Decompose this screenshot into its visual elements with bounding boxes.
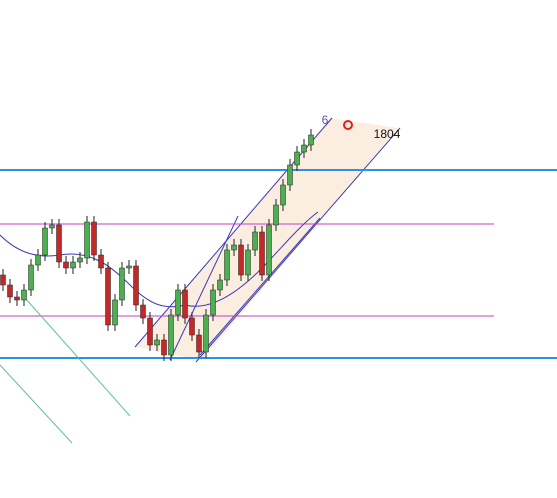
- candle-body: [28, 264, 34, 291]
- candle-body: [140, 304, 146, 319]
- marker: [343, 120, 353, 130]
- candle-body: [259, 231, 265, 276]
- annotation: 1804: [374, 127, 401, 141]
- candle-body: [126, 265, 132, 269]
- candle-body: [63, 261, 69, 269]
- candle-body: [42, 227, 48, 256]
- channel-lower: [195, 127, 401, 363]
- candle-body: [252, 231, 258, 251]
- candle-body: [91, 221, 97, 256]
- candle-body: [35, 254, 41, 266]
- trend-line: [169, 215, 239, 361]
- candle-body: [175, 289, 181, 316]
- candle-body: [77, 257, 83, 263]
- candle-body: [238, 244, 244, 276]
- candle-body: [231, 244, 237, 251]
- fan-line: [0, 364, 73, 444]
- candle-body: [154, 339, 160, 346]
- candle-body: [203, 314, 209, 353]
- candle-body: [217, 279, 223, 291]
- candle-body: [56, 224, 62, 263]
- candle-body: [182, 289, 188, 319]
- candle-body: [168, 314, 174, 356]
- candle-body: [49, 224, 55, 229]
- candle-body: [119, 267, 125, 301]
- candle-body: [301, 144, 307, 153]
- candle-body: [105, 267, 111, 326]
- candle-body: [210, 289, 216, 316]
- candle-body: [161, 339, 167, 356]
- candle-body: [14, 296, 20, 301]
- candle-body: [224, 249, 230, 281]
- candle-body: [266, 224, 272, 276]
- candle-body: [294, 151, 300, 166]
- candle-body: [21, 289, 27, 301]
- candle-body: [133, 265, 139, 306]
- annotation: 6: [322, 113, 329, 127]
- candle-body: [7, 284, 13, 298]
- candle-body: [70, 261, 76, 269]
- candle-body: [0, 274, 6, 286]
- candle-body: [245, 249, 251, 276]
- candle-body: [98, 254, 104, 269]
- fan-line: [24, 297, 131, 417]
- trend-line: [199, 217, 321, 356]
- candle-body: [84, 221, 90, 259]
- candle-body: [147, 317, 153, 346]
- candle-body: [189, 317, 195, 336]
- drawings: [0, 117, 557, 444]
- candle-body: [196, 334, 202, 353]
- candle-body: [308, 134, 314, 146]
- candle-body: [287, 164, 293, 186]
- candle-body: [112, 299, 118, 326]
- candle-body: [280, 184, 286, 206]
- candle-body: [273, 204, 279, 226]
